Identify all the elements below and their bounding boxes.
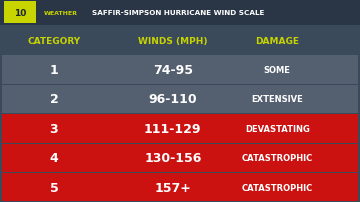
Text: WINDS (MPH): WINDS (MPH) bbox=[138, 36, 208, 45]
Text: DAMAGE: DAMAGE bbox=[255, 36, 299, 45]
FancyBboxPatch shape bbox=[2, 144, 358, 172]
Text: SAFFIR-SIMPSON HURRICANE WIND SCALE: SAFFIR-SIMPSON HURRICANE WIND SCALE bbox=[92, 10, 264, 16]
Text: 74-95: 74-95 bbox=[153, 64, 193, 77]
Text: DEVASTATING: DEVASTATING bbox=[245, 124, 310, 133]
Text: 1: 1 bbox=[50, 64, 58, 77]
Text: SOME: SOME bbox=[264, 66, 291, 75]
Text: 157+: 157+ bbox=[154, 181, 191, 194]
FancyBboxPatch shape bbox=[0, 0, 360, 26]
FancyBboxPatch shape bbox=[2, 56, 358, 84]
Text: 111-129: 111-129 bbox=[144, 122, 202, 135]
Text: WEATHER: WEATHER bbox=[44, 11, 78, 16]
FancyBboxPatch shape bbox=[4, 2, 36, 24]
Text: 5: 5 bbox=[50, 181, 58, 194]
FancyBboxPatch shape bbox=[2, 115, 358, 143]
Text: EXTENSIVE: EXTENSIVE bbox=[251, 95, 303, 104]
Text: 2: 2 bbox=[50, 93, 58, 106]
Text: 130-156: 130-156 bbox=[144, 152, 202, 165]
Text: 4: 4 bbox=[50, 152, 58, 165]
FancyBboxPatch shape bbox=[2, 173, 358, 201]
FancyBboxPatch shape bbox=[2, 85, 358, 114]
Text: CATASTROPHIC: CATASTROPHIC bbox=[242, 154, 313, 163]
Text: 3: 3 bbox=[50, 122, 58, 135]
FancyBboxPatch shape bbox=[38, 2, 85, 24]
Text: 10: 10 bbox=[14, 9, 26, 18]
Text: 96-110: 96-110 bbox=[148, 93, 197, 106]
Text: CATEGORY: CATEGORY bbox=[27, 36, 81, 45]
Text: CATASTROPHIC: CATASTROPHIC bbox=[242, 183, 313, 192]
